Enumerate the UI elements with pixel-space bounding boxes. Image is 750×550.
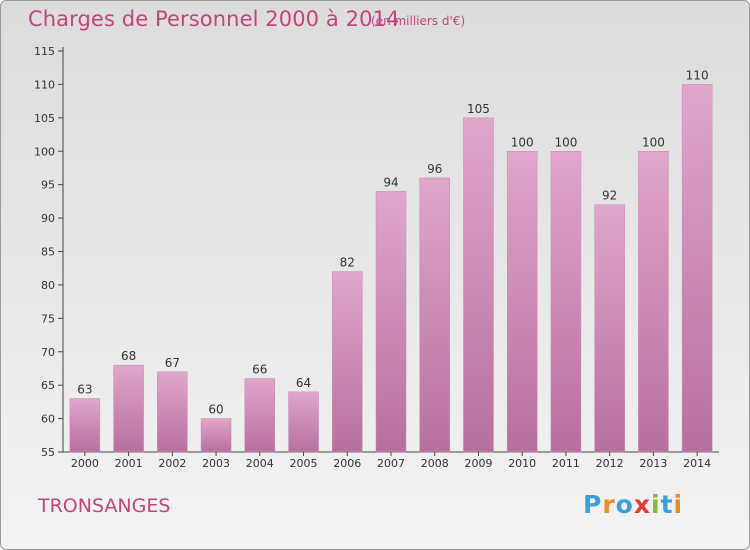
y-tick-label: 60 [41, 413, 55, 426]
bar [332, 271, 363, 453]
x-tick-label: 2002 [158, 457, 186, 470]
y-tick-label: 95 [41, 179, 55, 192]
x-tick-label: 2007 [377, 457, 405, 470]
x-tick-label: 2009 [464, 457, 492, 470]
logo-letter: r [602, 490, 616, 519]
logo-letter: i [673, 490, 684, 519]
bar-value-label: 66 [252, 362, 267, 376]
y-tick-label: 70 [41, 346, 55, 359]
bar [200, 418, 232, 453]
x-tick-label: 2000 [71, 457, 99, 470]
logo-letter: P [583, 490, 603, 519]
bar [69, 398, 101, 453]
bar [419, 177, 450, 453]
x-tick-label: 2004 [246, 457, 274, 470]
bar-value-label: 68 [121, 349, 136, 363]
bar [113, 364, 144, 453]
logo-letter: t [660, 490, 674, 519]
x-tick-label: 2010 [508, 457, 536, 470]
bar [506, 151, 538, 453]
bar-value-label: 100 [511, 135, 534, 149]
bar-value-label: 67 [165, 356, 180, 370]
x-tick-label: 2014 [683, 457, 711, 470]
bar-value-label: 100 [554, 135, 577, 149]
bar-value-label: 100 [642, 135, 665, 149]
bar-value-label: 105 [467, 102, 490, 116]
y-tick-label: 115 [34, 45, 55, 58]
bar [375, 191, 407, 453]
y-tick-label: 110 [34, 78, 55, 91]
bar [681, 84, 713, 453]
bar-value-label: 92 [602, 189, 617, 203]
bar-value-label: 64 [296, 376, 311, 390]
bar [288, 391, 319, 453]
y-tick-label: 80 [41, 279, 55, 292]
bar-value-label: 110 [686, 68, 709, 82]
y-tick-label: 100 [34, 145, 55, 158]
y-tick-label: 90 [41, 212, 55, 225]
commune-name: TRONSANGES [38, 495, 171, 517]
y-tick-label: 75 [41, 312, 55, 325]
bar-value-label: 82 [340, 256, 355, 270]
bar [638, 151, 669, 453]
bar [157, 371, 188, 453]
y-tick-label: 105 [34, 112, 55, 125]
x-tick-label: 2003 [202, 457, 230, 470]
x-tick-label: 2011 [552, 457, 580, 470]
bar-value-label: 63 [77, 383, 92, 397]
y-tick-label: 65 [41, 379, 55, 392]
bar [463, 117, 494, 453]
x-tick-label: 2005 [290, 457, 318, 470]
x-tick-label: 2012 [596, 457, 624, 470]
bar-value-label: 94 [383, 175, 398, 189]
y-tick-label: 55 [41, 446, 55, 459]
y-tick-label: 85 [41, 246, 55, 259]
chart-subtitle: (en milliers d'€) [371, 14, 466, 28]
bar [594, 204, 625, 453]
chart-title: Charges de Personnel 2000 à 2014 [28, 7, 400, 31]
x-tick-label: 2008 [421, 457, 449, 470]
logo-letter: x [633, 490, 651, 519]
x-tick-label: 2006 [333, 457, 361, 470]
x-tick-label: 2001 [115, 457, 143, 470]
proxiti-logo: Proxiti [583, 490, 683, 519]
bar-value-label: 60 [208, 403, 223, 417]
logo-letter: o [615, 490, 634, 519]
logo-letter: i [651, 490, 661, 519]
bar [550, 151, 582, 453]
x-tick-label: 2013 [639, 457, 667, 470]
bar-value-label: 96 [427, 162, 442, 176]
bar [244, 378, 276, 453]
